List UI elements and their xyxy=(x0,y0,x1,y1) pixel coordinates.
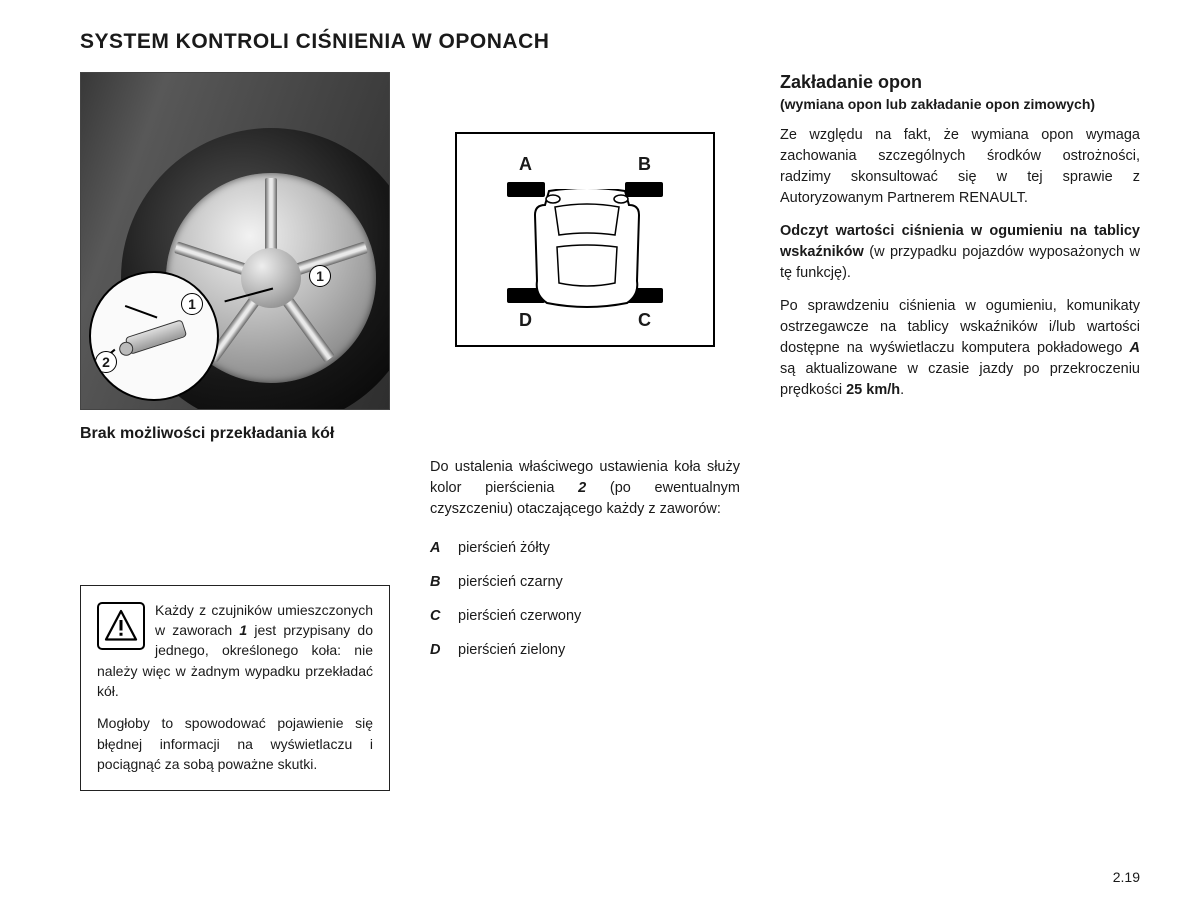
right-p2: Odczyt wartości ciśnienia w ogumieniu na… xyxy=(780,221,1140,284)
right-p3-bold-end: 25 km/h xyxy=(846,382,900,398)
column-middle: A B D C Do ustalenia właściwego ustawien… xyxy=(430,72,740,791)
page-number: 2.19 xyxy=(1113,869,1140,885)
ring-k-c: C xyxy=(430,608,458,624)
diagram-label-d: D xyxy=(519,310,532,331)
car-outline-icon xyxy=(529,189,645,309)
ring-v-c: pierścień czerwony xyxy=(458,608,581,624)
ring-item-b: Bpierścień czarny xyxy=(430,574,740,590)
ring-item-c: Cpierścień czerwony xyxy=(430,608,740,624)
diagram-label-b: B xyxy=(638,154,651,175)
callout-2-inset: 2 xyxy=(95,351,117,373)
mid-para-bold: 2 xyxy=(578,480,586,496)
ring-item-d: Dpierścień zielony xyxy=(430,642,740,658)
right-p1: Ze względu na fakt, że wymiana opon wyma… xyxy=(780,125,1140,209)
ring-list: Apierścień żółty Bpierścień czarny Cpier… xyxy=(430,540,740,658)
car-diagram: A B D C xyxy=(455,132,715,347)
wheel-photo: 1 1 2 xyxy=(80,72,390,410)
right-subheading: (wymiana opon lub zakładanie opon zimowy… xyxy=(780,95,1140,113)
right-p3-a: Po sprawdzeniu ciśnienia w ogumieniu, ko… xyxy=(780,298,1140,356)
warning-icon xyxy=(97,602,145,650)
column-right: Zakładanie opon (wymiana opon lub zakład… xyxy=(780,72,1140,791)
callout-1-inset: 1 xyxy=(181,293,203,315)
ring-item-a: Apierścień żółty xyxy=(430,540,740,556)
warning-box: Każdy z czujników umieszczonych w zawora… xyxy=(80,585,390,791)
right-p3-c: . xyxy=(900,382,904,398)
callout-1-rim: 1 xyxy=(309,265,331,287)
right-p3-b: są aktualizowane w czasie jazdy po przek… xyxy=(780,361,1140,398)
valve-inset: 1 2 xyxy=(89,271,219,401)
right-p3: Po sprawdzeniu ciśnienia w ogumieniu, ko… xyxy=(780,296,1140,401)
column-left: 1 1 2 Brak możliwości przekładania kół K… xyxy=(80,72,390,791)
middle-paragraph: Do ustalenia właściwego ustawienia koła … xyxy=(430,457,740,520)
diagram-label-a: A xyxy=(519,154,532,175)
right-p3-italic: A xyxy=(1130,340,1140,356)
ring-k-b: B xyxy=(430,574,458,590)
content-columns: 1 1 2 Brak możliwości przekładania kół K… xyxy=(80,72,1140,791)
ring-v-d: pierścień zielony xyxy=(458,642,565,658)
right-heading: Zakładanie opon xyxy=(780,72,1140,93)
ring-v-b: pierścień czarny xyxy=(458,574,563,590)
ring-k-d: D xyxy=(430,642,458,658)
warn-p2: Mogłoby to spowodować pojawienie się błę… xyxy=(97,713,373,774)
ring-k-a: A xyxy=(430,540,458,556)
left-subheading: Brak możliwości przekładania kół xyxy=(80,424,390,445)
ring-v-a: pierścień żółty xyxy=(458,540,550,556)
diagram-label-c: C xyxy=(638,310,651,331)
page-title: SYSTEM KONTROLI CIŚNIENIA W OPONACH xyxy=(80,30,1140,54)
